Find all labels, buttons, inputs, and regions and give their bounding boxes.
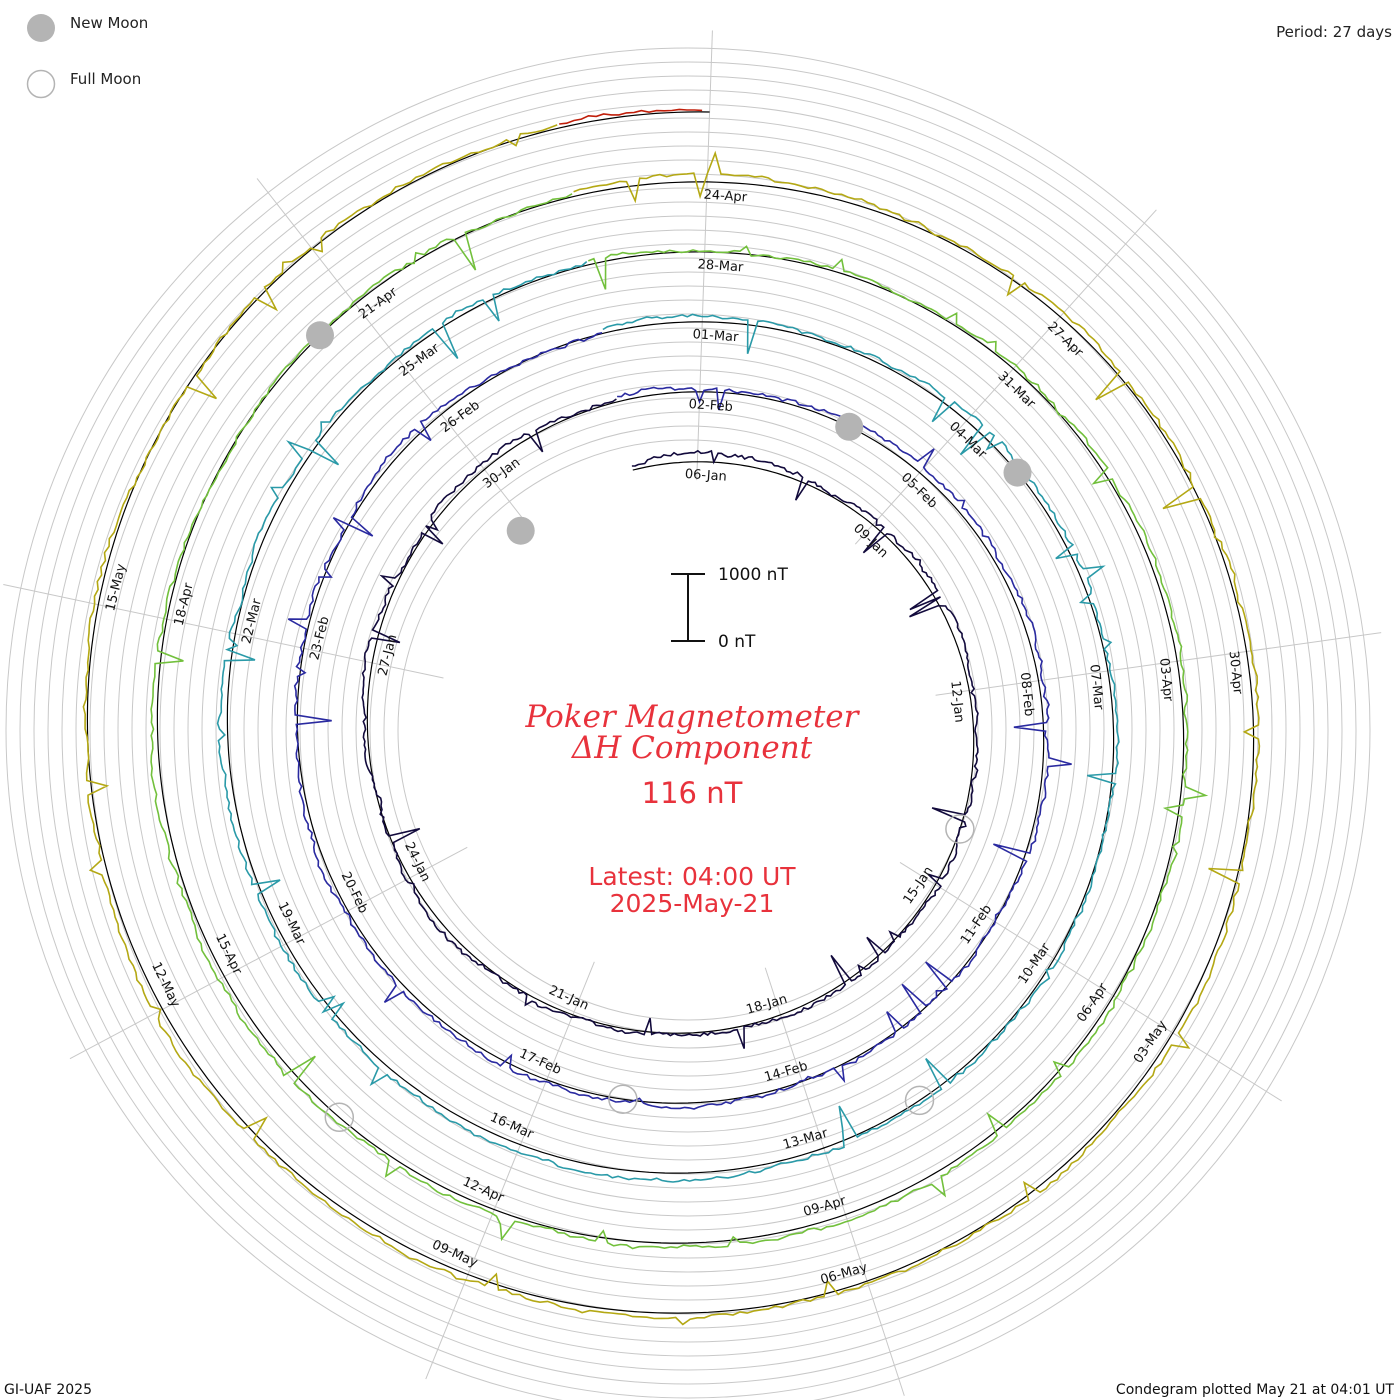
scale-bottom-label: 0 nT <box>718 632 756 652</box>
grid-ring <box>61 103 1315 1357</box>
grid-ring <box>145 187 1231 1273</box>
grid-ring <box>117 159 1259 1301</box>
trace-5 <box>82 124 1261 1326</box>
grid-ring <box>201 243 1175 1217</box>
date-label: 06-May <box>819 1260 870 1288</box>
radial-spoke <box>764 967 905 1396</box>
date-label: 31-Mar <box>995 369 1039 412</box>
grid-ring <box>173 215 1203 1245</box>
trace-4 <box>150 193 1209 1250</box>
date-label: 28-Mar <box>697 257 744 275</box>
date-label: 04-Mar <box>946 419 990 462</box>
date-label: 03-Apr <box>1156 657 1176 702</box>
grid-ring <box>397 439 979 1021</box>
date-label: 12-Jan <box>947 680 966 723</box>
grid-ring <box>103 145 1273 1315</box>
data-traces <box>82 108 1261 1326</box>
date-label: 07-Mar <box>1086 664 1106 712</box>
new-moon-marker <box>835 412 864 441</box>
grid-ring <box>33 75 1343 1385</box>
grid-ring <box>327 369 1049 1091</box>
scale-top-label: 1000 nT <box>718 565 788 585</box>
date-label: 30-Apr <box>1226 650 1246 695</box>
radial-spoke <box>425 961 595 1380</box>
radial-spoke <box>3 583 444 679</box>
latest-time: Latest: 04:00 UT <box>588 862 796 891</box>
grid-ring <box>313 355 1063 1105</box>
chart-title: Poker Magnetometer <box>525 699 861 735</box>
new-moon-legend-icon <box>27 14 55 42</box>
radial-spoke <box>854 209 1157 545</box>
radial-spokes <box>3 30 1382 1396</box>
full-moon-marker <box>608 1084 638 1114</box>
date-label: 24-Apr <box>703 188 748 206</box>
grid-ring <box>5 47 1371 1400</box>
radial-spoke <box>899 862 1282 1102</box>
full-moon-marker <box>904 1085 935 1116</box>
date-label: 11-Feb <box>958 902 995 947</box>
current-value: 116 nT <box>642 776 743 810</box>
grid-ring <box>215 257 1161 1203</box>
grid-ring <box>89 131 1287 1329</box>
baseline-spiral-path <box>86 111 1255 1314</box>
date-label: 21-Apr <box>356 284 400 322</box>
radial-spoke <box>69 846 468 1060</box>
chart-subtitle: ΔH Component <box>571 730 813 766</box>
new-moon-marker <box>306 321 334 350</box>
period-label: Period: 27 days <box>1276 23 1392 41</box>
radial-spoke <box>696 30 713 481</box>
trace-6 <box>559 108 703 125</box>
grid-ring <box>47 89 1329 1371</box>
radial-spoke <box>935 632 1382 696</box>
grid-ring <box>285 327 1091 1133</box>
new-moon-marker <box>506 516 535 545</box>
date-label: 02-Feb <box>688 397 733 415</box>
trace-2 <box>287 332 1072 1110</box>
date-label: 12-May <box>148 960 183 1010</box>
grid-ring <box>299 341 1077 1119</box>
grid-ring <box>271 313 1105 1147</box>
grid-ring <box>243 285 1133 1175</box>
trace-3 <box>216 260 1120 1183</box>
grid-ring <box>19 61 1357 1399</box>
grid-rings <box>5 47 1371 1400</box>
date-label: 15-Apr <box>212 931 245 977</box>
radial-spoke <box>256 178 535 534</box>
grid-ring <box>229 271 1147 1189</box>
grid-ring <box>159 201 1217 1259</box>
baseline-spiral <box>86 111 1255 1314</box>
plotted-label: Condegram plotted May 21 at 04:01 UT <box>1116 1382 1395 1398</box>
full-moon-marker <box>945 814 975 844</box>
date-label: 06-Jan <box>684 467 727 485</box>
grid-ring <box>257 299 1119 1161</box>
grid-ring <box>369 411 1007 1049</box>
trace-1 <box>361 398 979 1049</box>
date-label: 01-Mar <box>692 327 739 345</box>
full-moon-marker <box>324 1102 355 1133</box>
scale-bar: 1000 nT 0 nT <box>671 565 788 652</box>
new-moon-marker <box>1003 458 1032 487</box>
full-moon-legend-label: Full Moon <box>70 70 141 88</box>
latest-date: 2025-May-21 <box>610 889 775 918</box>
grid-ring <box>355 397 1021 1063</box>
full-moon-legend-icon <box>26 69 56 99</box>
legend: New Moon Full Moon <box>26 14 148 99</box>
date-label: 15-Jan <box>901 864 937 907</box>
grid-ring <box>75 117 1301 1343</box>
credit-label: GI-UAF 2025 <box>4 1382 92 1398</box>
date-label: 20-Feb <box>338 870 371 916</box>
new-moon-legend-label: New Moon <box>70 14 148 32</box>
date-label: 08-Feb <box>1017 672 1037 718</box>
date-label: 26-Feb <box>438 398 483 436</box>
moon-markers <box>306 321 1032 1133</box>
date-label: 25-Mar <box>396 340 442 379</box>
